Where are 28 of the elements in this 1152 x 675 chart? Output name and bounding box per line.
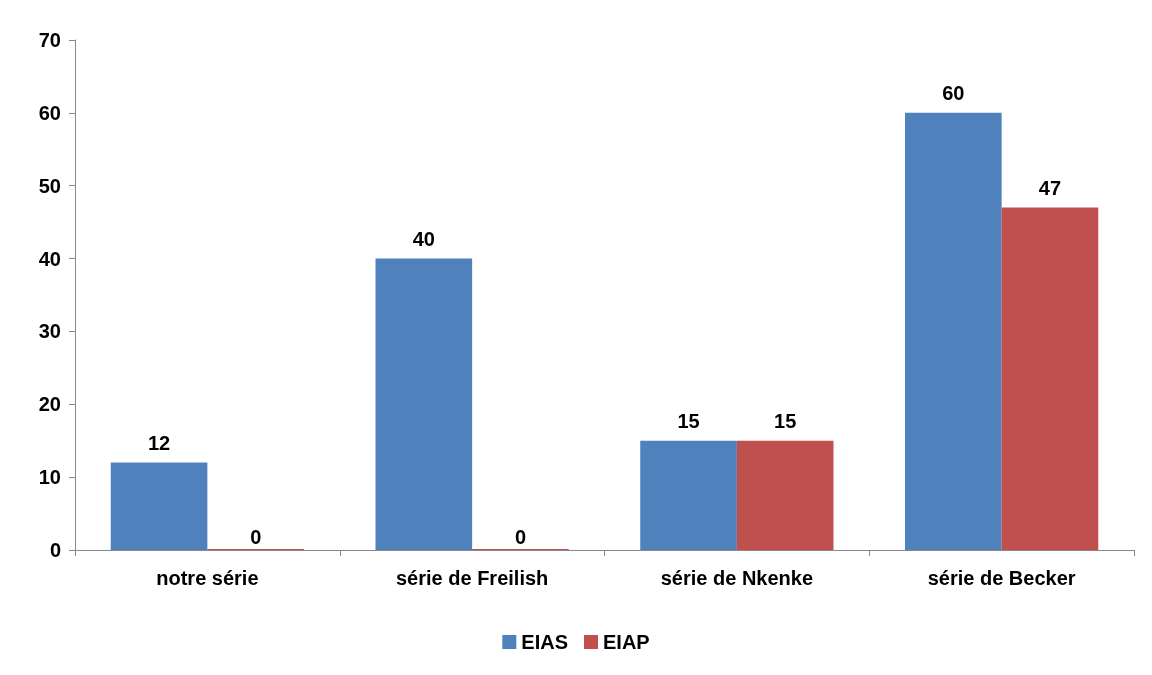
legend-label: EIAP: [603, 631, 650, 653]
bar: [736, 440, 834, 550]
data-label: 0: [514, 526, 526, 548]
x-tick-label: série de Becker: [927, 567, 1076, 589]
data-label: 15: [774, 409, 797, 432]
y-tick-label: 30: [38, 320, 61, 343]
y-tick-label: 20: [38, 393, 61, 416]
data-label: 12: [147, 431, 171, 454]
data-label: 47: [1038, 176, 1062, 199]
bar: [110, 462, 208, 550]
y-tick-label: 60: [38, 101, 61, 124]
bar: [1001, 207, 1099, 550]
x-tick-label: série de Nkenke: [660, 567, 814, 589]
y-tick-label: 10: [38, 466, 61, 489]
legend-label: EIAS: [521, 631, 569, 653]
y-tick-label: 50: [38, 174, 61, 197]
data-label: 15: [677, 409, 700, 432]
data-label: 40: [412, 227, 435, 250]
y-tick-label: 70: [38, 29, 61, 51]
data-label: 60: [942, 81, 965, 104]
x-tick-label: série de Freilish: [395, 567, 549, 589]
bar: [640, 440, 737, 550]
bar: [375, 258, 473, 550]
x-tick-label: notre série: [156, 567, 259, 589]
data-label: 0: [250, 526, 262, 548]
y-tick-label: 40: [38, 247, 61, 270]
y-tick-label: 0: [49, 539, 61, 561]
bar: [904, 112, 1002, 550]
